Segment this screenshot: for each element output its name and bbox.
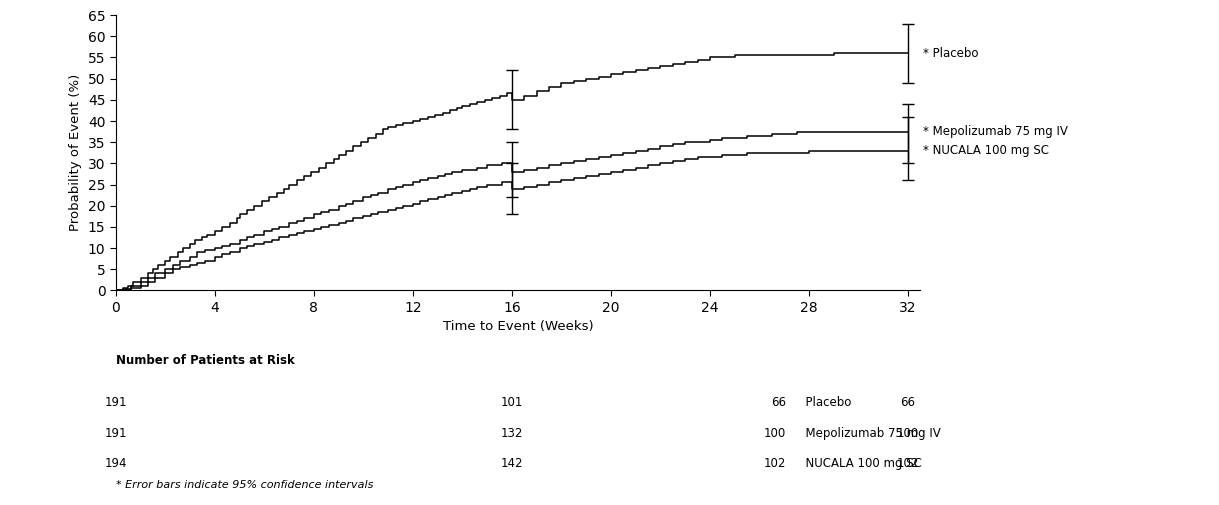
- Text: 194: 194: [105, 457, 127, 470]
- Text: * Placebo: * Placebo: [923, 47, 979, 60]
- Text: * Mepolizumab 75 mg IV: * Mepolizumab 75 mg IV: [923, 125, 1068, 138]
- Text: 101: 101: [501, 396, 523, 410]
- Text: 100: 100: [897, 427, 919, 440]
- Y-axis label: Probability of Event (%): Probability of Event (%): [69, 74, 82, 231]
- Text: NUCALA 100 mg SC: NUCALA 100 mg SC: [798, 457, 923, 470]
- Text: 66: 66: [901, 396, 915, 410]
- Text: 102: 102: [897, 457, 919, 470]
- Text: 142: 142: [501, 457, 523, 470]
- Text: 191: 191: [105, 396, 127, 410]
- Text: * Error bars indicate 95% confidence intervals: * Error bars indicate 95% confidence int…: [116, 480, 373, 490]
- X-axis label: Time to Event (Weeks): Time to Event (Weeks): [442, 320, 594, 333]
- Text: Mepolizumab 75 mg IV: Mepolizumab 75 mg IV: [798, 427, 941, 440]
- Text: 132: 132: [501, 427, 523, 440]
- Text: 66: 66: [772, 396, 786, 410]
- Text: * NUCALA 100 mg SC: * NUCALA 100 mg SC: [923, 144, 1048, 157]
- Text: 100: 100: [764, 427, 786, 440]
- Text: 191: 191: [105, 427, 127, 440]
- Text: Placebo: Placebo: [798, 396, 852, 410]
- Text: 102: 102: [764, 457, 786, 470]
- Text: Number of Patients at Risk: Number of Patients at Risk: [116, 354, 295, 367]
